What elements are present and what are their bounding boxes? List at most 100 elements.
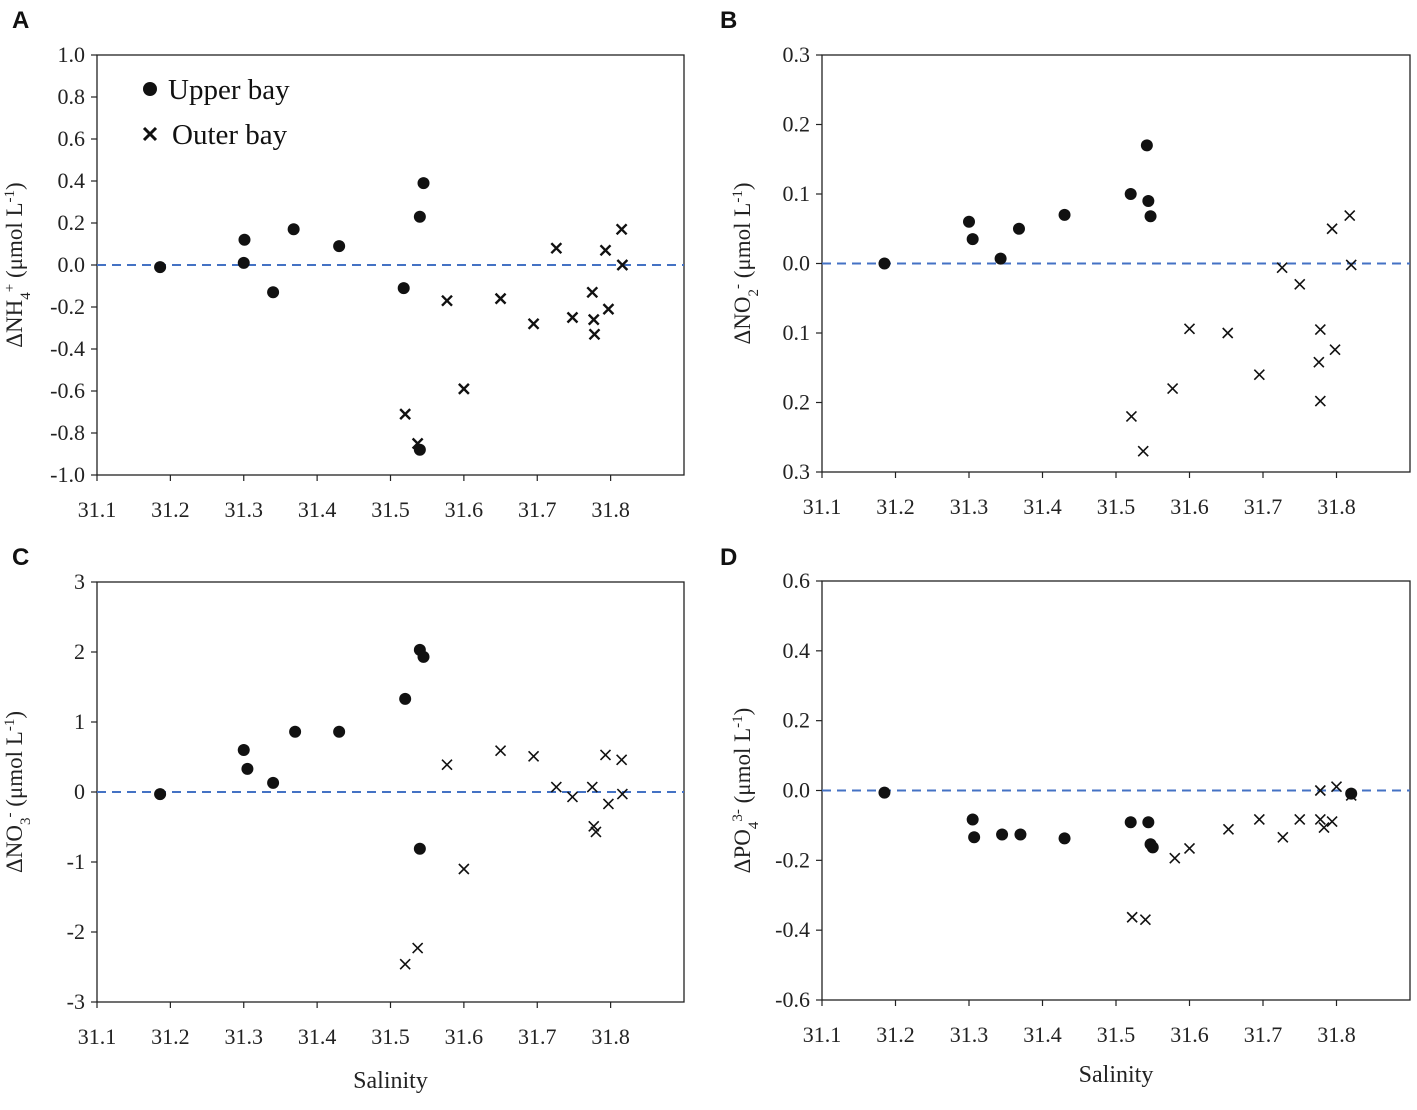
y-tick-label: 0.2 xyxy=(783,390,811,415)
upper-bay-point xyxy=(1142,194,1155,207)
outer-bay-point xyxy=(1169,852,1181,864)
outer-bay-point xyxy=(1326,816,1338,828)
upper-bay-point xyxy=(1014,828,1027,841)
y-tick-label: -0.2 xyxy=(50,294,85,319)
upper-bay-point xyxy=(267,776,280,789)
y-tick-label: 0.2 xyxy=(783,112,811,137)
y-axis-label-part: ) xyxy=(730,708,755,716)
outer-bay-point xyxy=(1314,395,1326,407)
legend-label-outer-bay: Outer bay xyxy=(172,119,288,151)
upper-bay-point xyxy=(878,786,891,799)
upper-bay-point xyxy=(237,256,250,269)
y-tick-label: 0.3 xyxy=(783,42,811,67)
y-axis-label-part: - xyxy=(730,284,746,289)
outer-bay-point xyxy=(602,798,614,810)
y-tick-label: -0.4 xyxy=(775,917,810,942)
upper-bay-point xyxy=(1142,816,1155,829)
legend-label-upper-bay: Upper bay xyxy=(168,74,290,106)
x-axis-label: Salinity xyxy=(1079,1062,1154,1088)
upper-bay-point xyxy=(963,215,975,228)
outer-bay-point xyxy=(602,303,615,315)
outer-bay-point xyxy=(1294,278,1306,290)
x-tick-label: 31.7 xyxy=(1244,494,1283,519)
y-axis-label: ΔNO3- (μmol L-1) xyxy=(2,711,34,873)
outer-bay-point xyxy=(527,317,540,330)
y-tick-label: -1 xyxy=(67,849,85,874)
upper-bay-point xyxy=(413,842,426,855)
upper-bay-point xyxy=(289,725,302,738)
y-tick-label: 0.6 xyxy=(783,568,811,593)
upper-bay-point xyxy=(397,282,410,295)
outer-bay-point xyxy=(1313,356,1325,368)
outer-bay-point xyxy=(458,383,470,395)
y-tick-label: -2 xyxy=(67,919,85,944)
upper-bay-point xyxy=(333,240,346,253)
outer-bay-point xyxy=(1222,327,1234,339)
x-tick-label: 31.3 xyxy=(225,497,264,522)
x-tick-label: 31.6 xyxy=(445,497,484,522)
y-tick-label: 1 xyxy=(74,709,85,734)
upper-bay-point xyxy=(878,257,891,270)
outer-bay-point xyxy=(494,745,507,757)
upper-bay-point xyxy=(1058,208,1071,221)
x-axis-label: Salinity xyxy=(353,1068,428,1094)
y-axis-label-part: 4 xyxy=(746,821,762,829)
y-axis-label-part: -1 xyxy=(730,715,746,728)
legend-circle-icon xyxy=(143,82,157,96)
outer-bay-point xyxy=(616,259,629,271)
upper-bay-point xyxy=(417,177,430,190)
y-axis-label-part: (μmol L xyxy=(2,731,27,812)
outer-bay-point xyxy=(1314,813,1326,826)
x-tick-label: 31.1 xyxy=(78,497,117,522)
y-tick-label: -3 xyxy=(67,989,85,1014)
upper-bay-point xyxy=(1146,841,1159,854)
y-tick-label: 0.4 xyxy=(58,168,86,193)
outer-bay-point xyxy=(1344,209,1356,222)
y-tick-label: 0.3 xyxy=(783,459,811,484)
outer-bay-point xyxy=(599,244,612,257)
upper-bay-point xyxy=(968,831,981,844)
x-tick-label: 31.6 xyxy=(1170,1022,1209,1047)
outer-bay-point xyxy=(1222,823,1235,835)
upper-bay-point xyxy=(1144,210,1157,223)
x-tick-label: 31.4 xyxy=(298,1024,337,1049)
x-tick-label: 31.1 xyxy=(803,494,842,519)
y-tick-label: 0.8 xyxy=(58,84,86,109)
x-tick-label: 31.8 xyxy=(1317,494,1356,519)
upper-bay-point xyxy=(1345,787,1358,800)
upper-bay-point xyxy=(413,443,426,456)
outer-bay-point xyxy=(586,286,599,299)
outer-bay-point xyxy=(1183,842,1196,855)
x-tick-label: 31.8 xyxy=(591,497,630,522)
outer-bay-point xyxy=(1314,784,1326,797)
y-axis-label-part: -1 xyxy=(2,719,18,732)
y-tick-label: 0.1 xyxy=(783,181,811,206)
outer-bay-point xyxy=(615,223,628,236)
x-tick-label: 31.7 xyxy=(518,1024,557,1049)
outer-bay-point xyxy=(566,791,579,803)
panel-a: A 1.0 0.8 0.6 0.4 0.2 0.0 -0.2 -0.4 -0.6 -0.8 -1.0 3… xyxy=(2,7,685,522)
y-axis-label-part: ΔNO xyxy=(730,296,755,344)
y-axis-label-part: ΔNH xyxy=(2,300,27,348)
outer-bay-point xyxy=(1329,344,1341,356)
outer-bay-point xyxy=(528,750,540,762)
outer-bay-point xyxy=(411,437,424,450)
outer-bay-point xyxy=(550,781,562,793)
x-tick-label: 31.4 xyxy=(1023,1022,1062,1047)
upper-bay-point xyxy=(996,828,1009,841)
x-tick-label: 31.7 xyxy=(518,497,557,522)
upper-bay-point xyxy=(154,788,167,801)
y-axis-label: ΔNO2- (μmol L-1) xyxy=(730,182,762,344)
outer-bay-point xyxy=(494,292,507,305)
y-axis-label-part: - xyxy=(2,812,18,817)
upper-bay-point xyxy=(966,813,979,826)
upper-bay-point xyxy=(1058,832,1071,845)
y-axis-label-part: ΔNO xyxy=(2,825,27,873)
outer-bay-point xyxy=(1167,383,1179,395)
y-axis-label-part: (μmol L xyxy=(730,728,755,809)
outer-bay-point xyxy=(1345,259,1357,271)
y-tick-label: 0.2 xyxy=(783,708,811,733)
y-axis-label: ΔPO43- (μmol L-1) xyxy=(730,708,762,874)
